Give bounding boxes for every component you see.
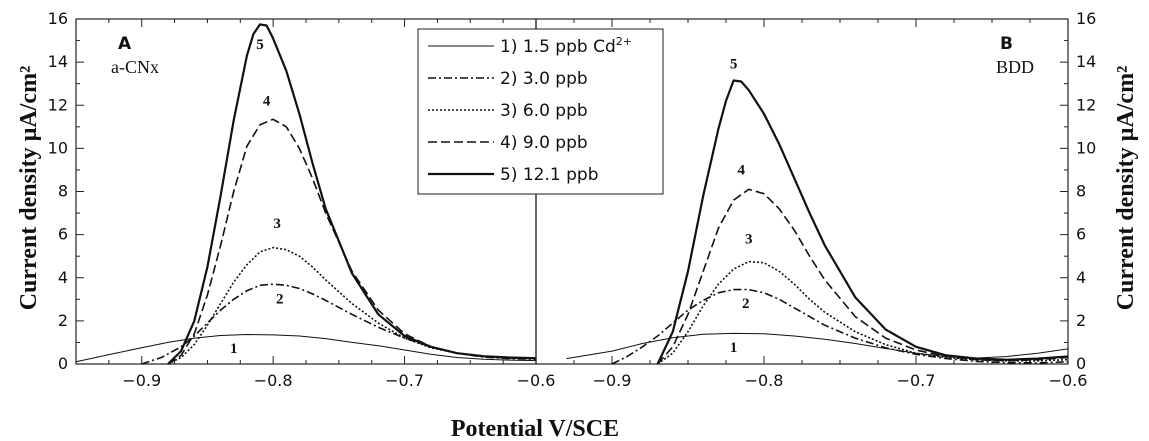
legend-label-1: 1) 1.5 ppb Cd2+ — [500, 35, 632, 57]
panel-a-curve-label-4: 4 — [263, 93, 271, 109]
x-axis-title: Potential V/SCE — [451, 416, 619, 441]
panel-b-y-tick-label: 14 — [1076, 52, 1096, 71]
legend-label-3: 3) 6.0 ppb — [500, 101, 588, 121]
panel-b-material: BDD — [996, 57, 1034, 77]
panel-b-y-tick-label: 12 — [1076, 95, 1096, 114]
panel-a-y-tick-label: 16 — [48, 9, 68, 28]
panel-b-x-tick-label: −0.9 — [593, 371, 632, 390]
legend-box — [417, 28, 664, 195]
panel-a-y-tick-label: 6 — [58, 225, 68, 244]
panel-b-curve-2 — [611, 288, 1069, 365]
legend-label-4: 4) 9.0 ppb — [500, 133, 588, 153]
legend: 1) 1.5 ppb Cd2+ 2) 3.0 ppb 3) 6.0 ppb 4)… — [417, 28, 664, 195]
legend-label-5: 5) 12.1 ppb — [500, 165, 598, 185]
panel-a-y-tick-label: 10 — [48, 138, 68, 157]
panel-b-y-tick-label: 16 — [1076, 9, 1096, 28]
panel-a-x-tick-label: −0.7 — [385, 371, 424, 390]
panel-a-curve-label-1: 1 — [230, 341, 238, 357]
panel-b-curve-4 — [657, 188, 1069, 365]
legend-entry-1: 1) 1.5 ppb Cd2+ — [428, 35, 632, 57]
panel-b-y-tick-label: 4 — [1076, 268, 1086, 287]
panel-b-curve-5 — [656, 79, 1069, 365]
panel-b-curve-label-3: 3 — [745, 231, 753, 247]
panel-a-y-tick-label: 2 — [58, 311, 68, 330]
legend-entry-4: 4) 9.0 ppb — [428, 133, 588, 153]
panel-a-letter: A — [118, 34, 132, 54]
panel-b-x-tick-label: −0.8 — [745, 371, 784, 390]
panel-b-x-tick-label: −0.7 — [897, 371, 936, 390]
panel-b-curve-label-1: 1 — [730, 340, 738, 356]
panel-a-curve-5 — [167, 23, 537, 365]
panel-a-y-tick-label: 12 — [48, 95, 68, 114]
panel-a-y-tick-label: 0 — [58, 354, 68, 373]
y-axis-title-right: Current density µA/cm² — [1113, 66, 1139, 311]
panel-b-curve-label-4: 4 — [737, 162, 745, 178]
panel-b-y-tick-label: 6 — [1076, 225, 1086, 244]
legend-entry-3: 3) 6.0 ppb — [428, 101, 588, 121]
panel-b-y-tick-label: 10 — [1076, 138, 1096, 157]
panel-b-letter: B — [1000, 34, 1013, 54]
panel-b-y-tick-label: 0 — [1076, 354, 1086, 373]
panel-a-curve-label-3: 3 — [273, 216, 281, 232]
panel-a-y-tick-label: 4 — [58, 268, 68, 287]
y-axis-title-left: Current density µA/cm² — [16, 66, 42, 311]
panel-a-curve-1 — [75, 334, 537, 363]
panel-b-curve-3 — [657, 260, 1069, 365]
panel-a-curve-label-5: 5 — [256, 37, 264, 53]
panel-a-curve-label-2: 2 — [276, 292, 284, 308]
panel-a-y-tick-label: 14 — [48, 52, 68, 71]
legend-entry-5: 5) 12.1 ppb — [428, 165, 598, 185]
legend-label-2: 2) 3.0 ppb — [500, 69, 588, 89]
panel-a-x-tick-label: −0.9 — [122, 371, 161, 390]
panel-b-y-tick-label: 8 — [1076, 182, 1086, 201]
panel-b-curve-label-5: 5 — [730, 57, 738, 73]
legend-entry-2: 2) 3.0 ppb — [428, 69, 588, 89]
panel-a-x-tick-label: −0.6 — [517, 371, 556, 390]
panel-a-y-tick-label: 8 — [58, 182, 68, 201]
panel-b-x-tick-label: −0.6 — [1049, 371, 1088, 390]
panel-b-curve-1 — [566, 332, 1069, 360]
panel-a-x-tick-label: −0.8 — [254, 371, 293, 390]
panel-b-curve-label-2: 2 — [742, 296, 750, 312]
panel-a-curve-3 — [167, 246, 537, 365]
panel-b-y-tick-label: 2 — [1076, 311, 1086, 330]
panel-a-material: a-CNx — [111, 57, 159, 77]
